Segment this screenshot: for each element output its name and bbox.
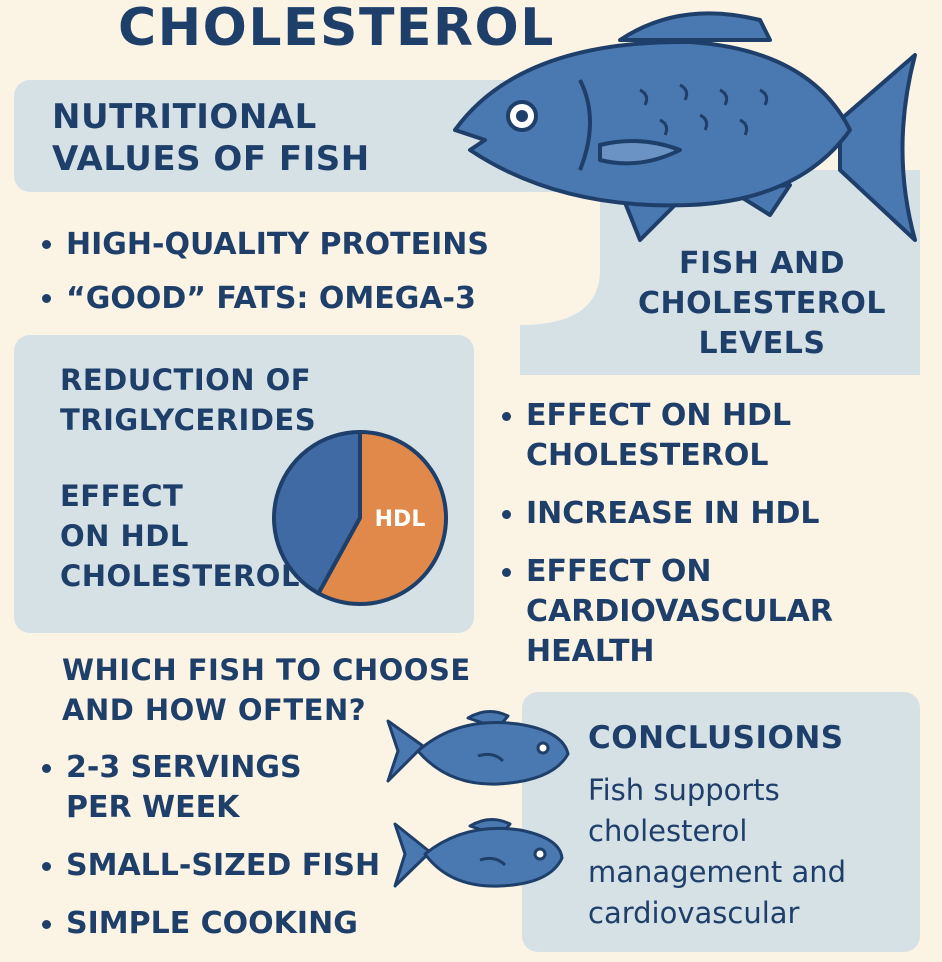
page-title: CHOLESTEROL [118, 0, 555, 58]
hdl-pie: HDL [272, 429, 448, 606]
levels-heading-line: FISH AND [678, 246, 846, 281]
list-item-line: PER WEEK [66, 790, 240, 825]
effects-list: EFFECT ON HDL CHOLESTEROL INCREASE IN HD… [500, 396, 833, 690]
nutrition-heading: NUTRITIONAL VALUES OF FISH [52, 96, 370, 180]
nutrition-list: HIGH-QUALITY PROTEINS “GOOD” FATS: OMEGA… [40, 218, 489, 326]
hdl-effect-heading-line: CHOLESTEROL [60, 559, 300, 593]
conclusions-heading: CONCLUSIONS [588, 720, 844, 756]
triglycerides-heading: REDUCTION OF TRIGLYCERIDES [60, 360, 316, 440]
list-item: INCREASE IN HDL [500, 494, 833, 534]
list-item-line: EFFECT ON [526, 554, 712, 589]
list-item-line: SMALL-SIZED FISH [66, 848, 381, 883]
hdl-effect-heading: EFFECT ON HDL CHOLESTEROL [60, 476, 300, 596]
list-item-line: INCREASE IN HDL [526, 496, 820, 531]
list-item: SMALL-SIZED FISH [40, 846, 380, 886]
levels-heading-line: CHOLESTEROL [637, 286, 887, 321]
large-fish-icon [453, 11, 917, 242]
levels-panel [520, 170, 920, 375]
pie-slice-hdl [315, 429, 448, 606]
list-item-line: 2-3 SERVINGS [66, 750, 302, 785]
list-item-line: CHOLESTEROL [526, 438, 769, 473]
choose-list: 2-3 SERVINGS PER WEEK SMALL-SIZED FISH S… [40, 748, 380, 962]
small-fish-icon [386, 710, 570, 786]
hdl-effect-heading-line: EFFECT [60, 479, 184, 513]
choose-heading: WHICH FISH TO CHOOSE AND HOW OFTEN? [62, 650, 471, 730]
list-item: EFFECT ON CARDIOVASCULAR HEALTH [500, 552, 833, 672]
conclusions-text-line: cardiovascular [588, 896, 800, 930]
small-fish-icon [393, 818, 564, 888]
triglycerides-heading-line: TRIGLYCERIDES [60, 403, 317, 437]
choose-heading-line: WHICH FISH TO CHOOSE [62, 653, 471, 687]
conclusions-text: Fish supports cholesterol management and… [588, 770, 908, 934]
list-item-line: SIMPLE COOKING [66, 906, 358, 941]
conclusions-text-line: Fish supports [588, 773, 780, 807]
list-item: 2-3 SERVINGS PER WEEK [40, 748, 380, 828]
list-item: HIGH-QUALITY PROTEINS [40, 218, 489, 272]
pie-label: HDL [375, 507, 426, 532]
levels-heading-line: LEVELS [698, 326, 826, 361]
list-item-line: CARDIOVASCULAR [526, 594, 833, 629]
list-item: EFFECT ON HDL CHOLESTEROL [500, 396, 833, 476]
nutrition-heading-line: NUTRITIONAL [52, 97, 317, 137]
hdl-effect-heading-line: ON HDL [60, 519, 189, 553]
choose-heading-line: AND HOW OFTEN? [62, 693, 367, 727]
conclusions-text-line: cholesterol [588, 814, 748, 848]
conclusions-panel [522, 692, 920, 952]
nutrition-heading-line: VALUES OF FISH [52, 139, 370, 179]
list-item: SIMPLE COOKING [40, 904, 380, 944]
list-item: “GOOD” FATS: OMEGA-3 [40, 272, 489, 326]
triglycerides-heading-line: REDUCTION OF [60, 363, 312, 397]
list-item-line: EFFECT ON HDL [526, 398, 792, 433]
list-item-line: HEALTH [526, 634, 655, 669]
conclusions-text-line: management and [588, 855, 847, 889]
levels-heading: FISH AND CHOLESTEROL LEVELS [612, 244, 912, 364]
